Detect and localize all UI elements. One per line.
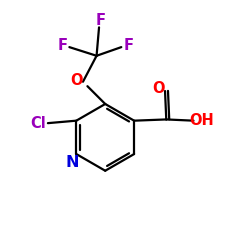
Text: F: F bbox=[58, 38, 68, 54]
Text: OH: OH bbox=[190, 113, 214, 128]
Text: F: F bbox=[95, 13, 105, 28]
Text: O: O bbox=[152, 81, 164, 96]
Text: O: O bbox=[70, 73, 83, 88]
Text: Cl: Cl bbox=[30, 116, 46, 131]
Text: F: F bbox=[123, 38, 133, 54]
Text: N: N bbox=[66, 155, 79, 170]
